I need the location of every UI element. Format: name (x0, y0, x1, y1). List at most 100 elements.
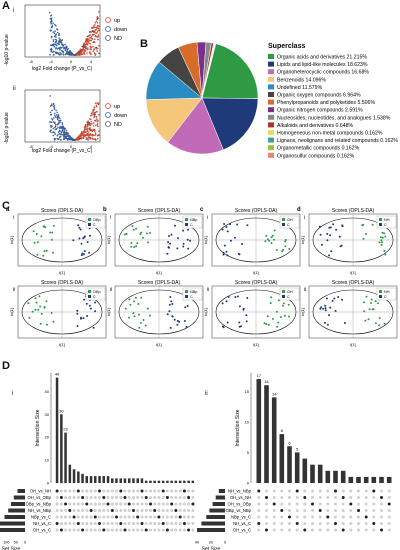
volcano-point (94, 47, 96, 49)
opls-point (34, 297, 37, 300)
opls-point (86, 241, 89, 244)
volcano-point (93, 122, 95, 124)
opls-point (170, 233, 173, 236)
opls-point (273, 229, 276, 232)
volcano-point (94, 53, 97, 55)
upset-matrix-dot (89, 528, 93, 532)
opls-ylabel: to[1] (9, 308, 14, 316)
upset-matrix-dot (157, 522, 161, 525)
opls-col-tag: b (103, 207, 107, 213)
upset-matrix-dot (144, 509, 148, 512)
upset-plots: i ii 0 10 20 30 40 Intersection Size 46 30 22 OH_… (0, 372, 392, 550)
opls-point (138, 326, 141, 329)
upset-matrix-dot (102, 515, 106, 519)
volcano-point (52, 22, 54, 25)
opls-point (173, 318, 176, 321)
opls-legend-swatch (282, 218, 285, 221)
opls-point (167, 241, 170, 244)
volcano-point (63, 135, 66, 138)
volcano-point (53, 112, 56, 115)
upset-matrix-dot (326, 528, 330, 532)
upset-matrix-dot (161, 509, 165, 512)
volcano-point (85, 131, 87, 133)
opls-point (267, 323, 270, 326)
opls-point (137, 303, 140, 305)
volcano-point (77, 137, 80, 140)
upset-matrix-dot (89, 496, 93, 499)
volcano-point (92, 45, 94, 48)
opls-point (130, 245, 133, 248)
volcano-point (63, 133, 65, 135)
opls-row-tag: i (110, 215, 111, 221)
volcano-point (90, 120, 93, 123)
upset-matrix-dot (115, 522, 118, 525)
opls-legend-swatch (88, 295, 91, 298)
upset-matrix-dot (119, 522, 123, 525)
volcano-point (61, 43, 63, 45)
opls-point (76, 325, 79, 327)
volcano-point (92, 113, 94, 116)
volcano-point (62, 46, 64, 48)
upset-matrix-dot (136, 528, 140, 532)
opls-legend-label: OH (287, 218, 293, 222)
upset-matrix-dot (334, 502, 337, 506)
upset-matrix-dot (295, 502, 299, 506)
pie-legend-swatch (268, 145, 274, 151)
upset-matrix-dot (136, 489, 140, 493)
opls-point (139, 233, 142, 236)
upset-matrix-dot (165, 522, 169, 525)
volcano-point (89, 52, 92, 55)
upset-matrix-dot (72, 489, 76, 493)
pie-legend-swatch (268, 152, 274, 158)
volcano-point (81, 53, 84, 55)
volcano-point (84, 126, 87, 129)
volcano-point (88, 118, 91, 120)
upset-matrix-dot (182, 528, 186, 532)
pie-legend-swatch (268, 61, 274, 67)
volcano-point (85, 128, 87, 131)
upset-matrix-dot (85, 528, 89, 532)
upset-matrix-dot (187, 502, 191, 506)
upset-matrix-dot (153, 515, 157, 519)
upset-matrix-dot (272, 509, 276, 512)
upset-matrix-dot (380, 496, 383, 499)
volcano-point (69, 136, 72, 139)
upset-matrix-dot (55, 496, 59, 499)
volcano-point (93, 129, 95, 131)
upset-matrix-dot (318, 496, 322, 499)
volcano-point (64, 48, 67, 50)
opls-point (266, 315, 269, 318)
volcano-point (54, 124, 57, 126)
upset-matrix-dot (182, 489, 186, 493)
upset-matrix-dot (380, 489, 383, 493)
opls-title: Scores (OPLS-DA) (41, 280, 84, 286)
volcano-point (85, 124, 87, 126)
opls-point (148, 314, 151, 317)
upset-set-name: NH_vs_C (233, 521, 251, 526)
volcano-point (78, 52, 80, 55)
upset-matrix-dot (387, 509, 391, 512)
opls-point (263, 322, 266, 325)
upset-bar-label: 17 (257, 373, 262, 378)
pie-legend-label: Alkaloids and derivatives 0.648% (277, 123, 354, 129)
upset-matrix-dot (153, 522, 157, 525)
opls-point (132, 312, 135, 315)
upset-matrix-dot (364, 489, 368, 493)
upset-matrix-dot (318, 528, 322, 532)
opls-legend-swatch (379, 295, 382, 298)
upset-matrix-dot (123, 528, 127, 532)
upset-matrix-dot (387, 489, 391, 493)
opls-point (169, 296, 172, 298)
upset-matrix-dot (149, 515, 152, 519)
upset-bar (294, 452, 300, 483)
pie-legend-label: Phenylpropanoids and polyketides 5.506% (277, 100, 375, 106)
upset-set-name: NBp_vs_C (31, 515, 51, 520)
upset-matrix-dot (123, 489, 127, 493)
volcano-point (64, 131, 66, 134)
opls-legend-swatch (379, 218, 382, 221)
volcano-point (97, 17, 99, 20)
upset-matrix-dot (55, 489, 59, 493)
opls-point (245, 320, 248, 323)
upset-bar (106, 476, 110, 483)
volcano-point (96, 50, 98, 52)
